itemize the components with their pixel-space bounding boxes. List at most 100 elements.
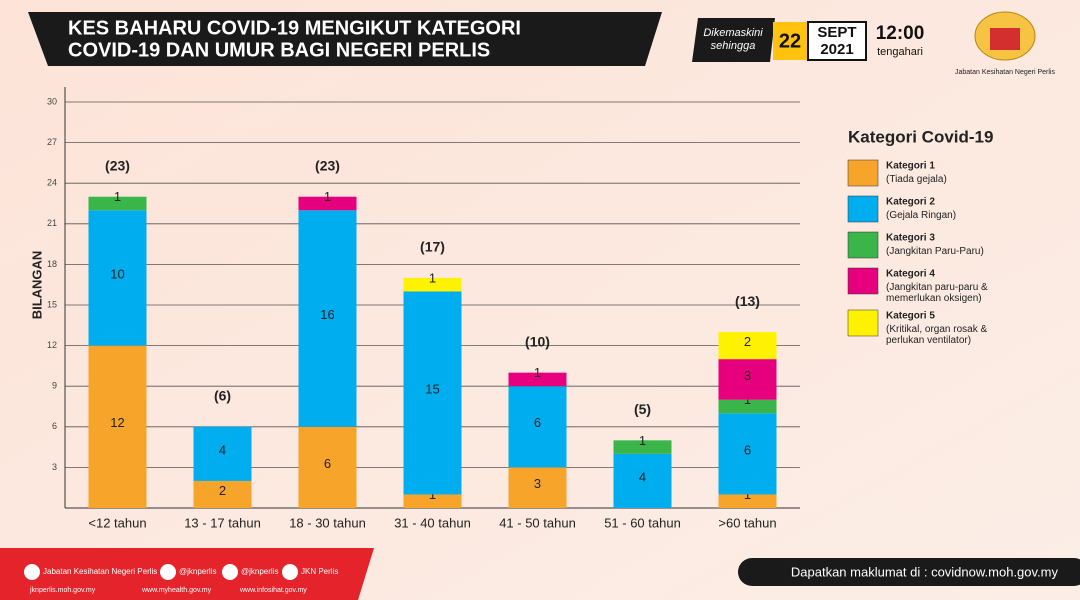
- social-handle: Jabatan Kesihatan Negeri Perlis: [43, 567, 157, 576]
- social-icon: [24, 564, 40, 580]
- social-icon: [222, 564, 238, 580]
- legend-title: Kategori Covid-19: [848, 127, 993, 146]
- y-tick-label: 9: [52, 381, 57, 391]
- segment-label: 4: [219, 442, 226, 457]
- bar-segment: [193, 480, 252, 508]
- y-tick-label: 15: [47, 299, 57, 309]
- segment-label: 6: [744, 442, 751, 457]
- bar-segment: [88, 210, 147, 346]
- bar-segment: [403, 494, 462, 508]
- social-icon: [282, 564, 298, 580]
- y-tick-label: 30: [47, 96, 57, 106]
- social-handle: JKN Perlis: [301, 567, 338, 576]
- crest: [974, 11, 1036, 61]
- time: 12:00: [876, 23, 925, 44]
- segment-label: 2: [219, 483, 226, 498]
- bar-segment: [718, 494, 777, 508]
- bar-segment: [718, 399, 777, 414]
- bar-segment: [718, 332, 777, 360]
- total-label: (23): [105, 157, 130, 173]
- legend-swatch: [847, 195, 879, 223]
- segment-label: 6: [534, 415, 541, 430]
- bar-segment: [403, 291, 462, 495]
- legend-description: (Kritikal, organ rosak & perlukan ventila…: [886, 324, 987, 346]
- bar-segment: [508, 467, 567, 508]
- day: 22: [779, 30, 801, 52]
- bar-segment: [88, 196, 147, 211]
- bar-segment: [193, 426, 252, 481]
- footer-banner: [0, 548, 374, 600]
- x-tick-label: >60 tahun: [718, 515, 776, 530]
- segment-label: 2: [744, 334, 751, 349]
- title-line: KES BAHARU COVID-19 MENGIKUT KATEGORI: [68, 17, 521, 39]
- info: Dapatkan maklumat di : covidnow.moh.gov.…: [791, 564, 1059, 579]
- month-box: [807, 21, 867, 61]
- legend-description: (Jangkitan paru-paru & memerlukan oksigen…: [886, 282, 988, 304]
- social-handle: @jknperlis: [179, 567, 216, 576]
- x-tick-label: 41 - 50 tahun: [499, 515, 576, 530]
- bar-segment: [88, 345, 147, 508]
- updated-label: sehingga: [711, 40, 756, 52]
- legend-swatch: [847, 309, 879, 337]
- legend-swatch: [847, 231, 879, 259]
- date-box: [692, 18, 775, 62]
- footer-link: www.myhealth.gov.my: [141, 587, 212, 594]
- bar-segment: [298, 426, 357, 508]
- x-tick-label: 18 - 30 tahun: [289, 515, 366, 530]
- segment-label: 3: [534, 476, 541, 491]
- x-tick-label: <12 tahun: [88, 515, 146, 530]
- segment-label: 6: [324, 456, 331, 471]
- legend-name: Kategori 4: [886, 269, 935, 280]
- legend-description: (Gejala Ringan): [886, 210, 956, 221]
- y-tick-label: 3: [52, 462, 57, 472]
- legend-name: Kategori 2: [886, 197, 935, 208]
- bar-segment: [718, 359, 777, 400]
- bar-segment: [613, 453, 672, 508]
- legend-description: (Tiada gejala): [886, 174, 947, 185]
- updated-label: Dikemaskini: [703, 27, 763, 39]
- segment-label: 15: [425, 381, 439, 396]
- segment-label: 4: [639, 469, 646, 484]
- legend-swatch: [847, 267, 879, 295]
- legend-name: Kategori 5: [886, 311, 935, 322]
- legend-name: Kategori 3: [886, 233, 935, 244]
- bar-segment: [508, 386, 567, 468]
- info-banner: [738, 558, 1080, 586]
- total-label: (10): [525, 333, 550, 349]
- legend-name: Kategori 1: [886, 161, 935, 172]
- title-banner: [28, 12, 662, 66]
- segment-label: 1: [324, 189, 331, 204]
- segment-label: 12: [110, 415, 124, 430]
- y-axis-label: BILANGAN: [29, 251, 44, 320]
- total-label: (6): [214, 388, 231, 404]
- footer-link: jknperlis.moh.gov.my: [29, 587, 96, 594]
- legend-description: (Jangkitan Paru-Paru): [886, 246, 984, 257]
- year: 2021: [820, 41, 853, 58]
- x-tick-label: 31 - 40 tahun: [394, 515, 471, 530]
- segment-label: 10: [110, 266, 124, 281]
- segment-label: 16: [320, 307, 334, 322]
- bar-segment: [718, 413, 777, 495]
- segment-label: 1: [534, 365, 541, 380]
- segment-label: 1: [429, 270, 436, 285]
- social-icon: [160, 564, 176, 580]
- bar-segment: [613, 440, 672, 454]
- segment-label: 1: [639, 433, 646, 448]
- total-label: (5): [634, 401, 651, 417]
- bar-segment: [298, 210, 357, 427]
- time-note: tengahari: [877, 46, 923, 58]
- x-tick-label: 13 - 17 tahun: [184, 515, 261, 530]
- total-label: (23): [315, 157, 340, 173]
- bar-segment: [403, 277, 462, 292]
- month: SEPT: [817, 24, 856, 41]
- social-handle: @jknperlis: [241, 567, 278, 576]
- legend-swatch: [847, 159, 879, 187]
- bar-segment: [298, 196, 357, 211]
- day-box: [773, 22, 807, 60]
- x-tick-label: 51 - 60 tahun: [604, 515, 681, 530]
- y-tick-label: 24: [47, 178, 57, 188]
- footer-link: www.infosihat.gov.my: [239, 587, 307, 594]
- y-tick-label: 12: [47, 340, 57, 350]
- segment-label: 3: [744, 368, 751, 383]
